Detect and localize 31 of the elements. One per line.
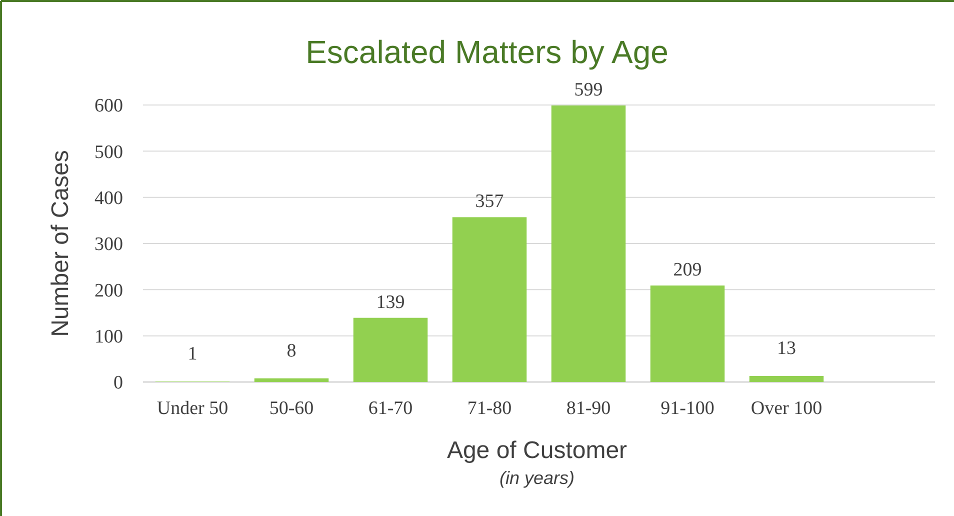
x-tick-label: 71-80 [467, 398, 512, 419]
y-tick-label: 500 [94, 142, 123, 163]
x-tick-label: 91-100 [660, 398, 714, 419]
data-label: 599 [574, 79, 603, 100]
bar [749, 376, 824, 382]
x-axis-title: Age of Customer [446, 437, 628, 464]
y-tick-label: 300 [94, 234, 123, 256]
chart-title: Escalated Matters by Age [306, 34, 668, 70]
y-tick-label: 200 [94, 280, 123, 302]
x-tick-label: Under 50 [156, 398, 228, 419]
x-tick-label: 61-70 [368, 398, 413, 419]
bar [254, 378, 329, 382]
data-label: 357 [475, 191, 504, 212]
y-axis-title: Number of Cases [47, 150, 74, 337]
y-tick-label: 100 [94, 326, 123, 348]
x-tick-label: 81-90 [566, 398, 611, 419]
data-label: 13 [777, 338, 796, 359]
data-label: 209 [673, 260, 702, 281]
x-tick-label: Over 100 [750, 398, 822, 419]
data-label: 139 [376, 292, 405, 313]
bar [452, 217, 527, 382]
text: (in years) [499, 468, 575, 488]
data-label: 1 [188, 344, 198, 365]
x-tick-label: 50-60 [269, 398, 314, 419]
bar [353, 318, 428, 382]
data-label: 8 [286, 340, 296, 362]
y-tick-label: 0 [114, 372, 123, 394]
y-tick-label: 600 [94, 96, 123, 117]
bar [650, 286, 725, 382]
bar [551, 105, 626, 382]
y-tick-label: 400 [94, 188, 123, 209]
